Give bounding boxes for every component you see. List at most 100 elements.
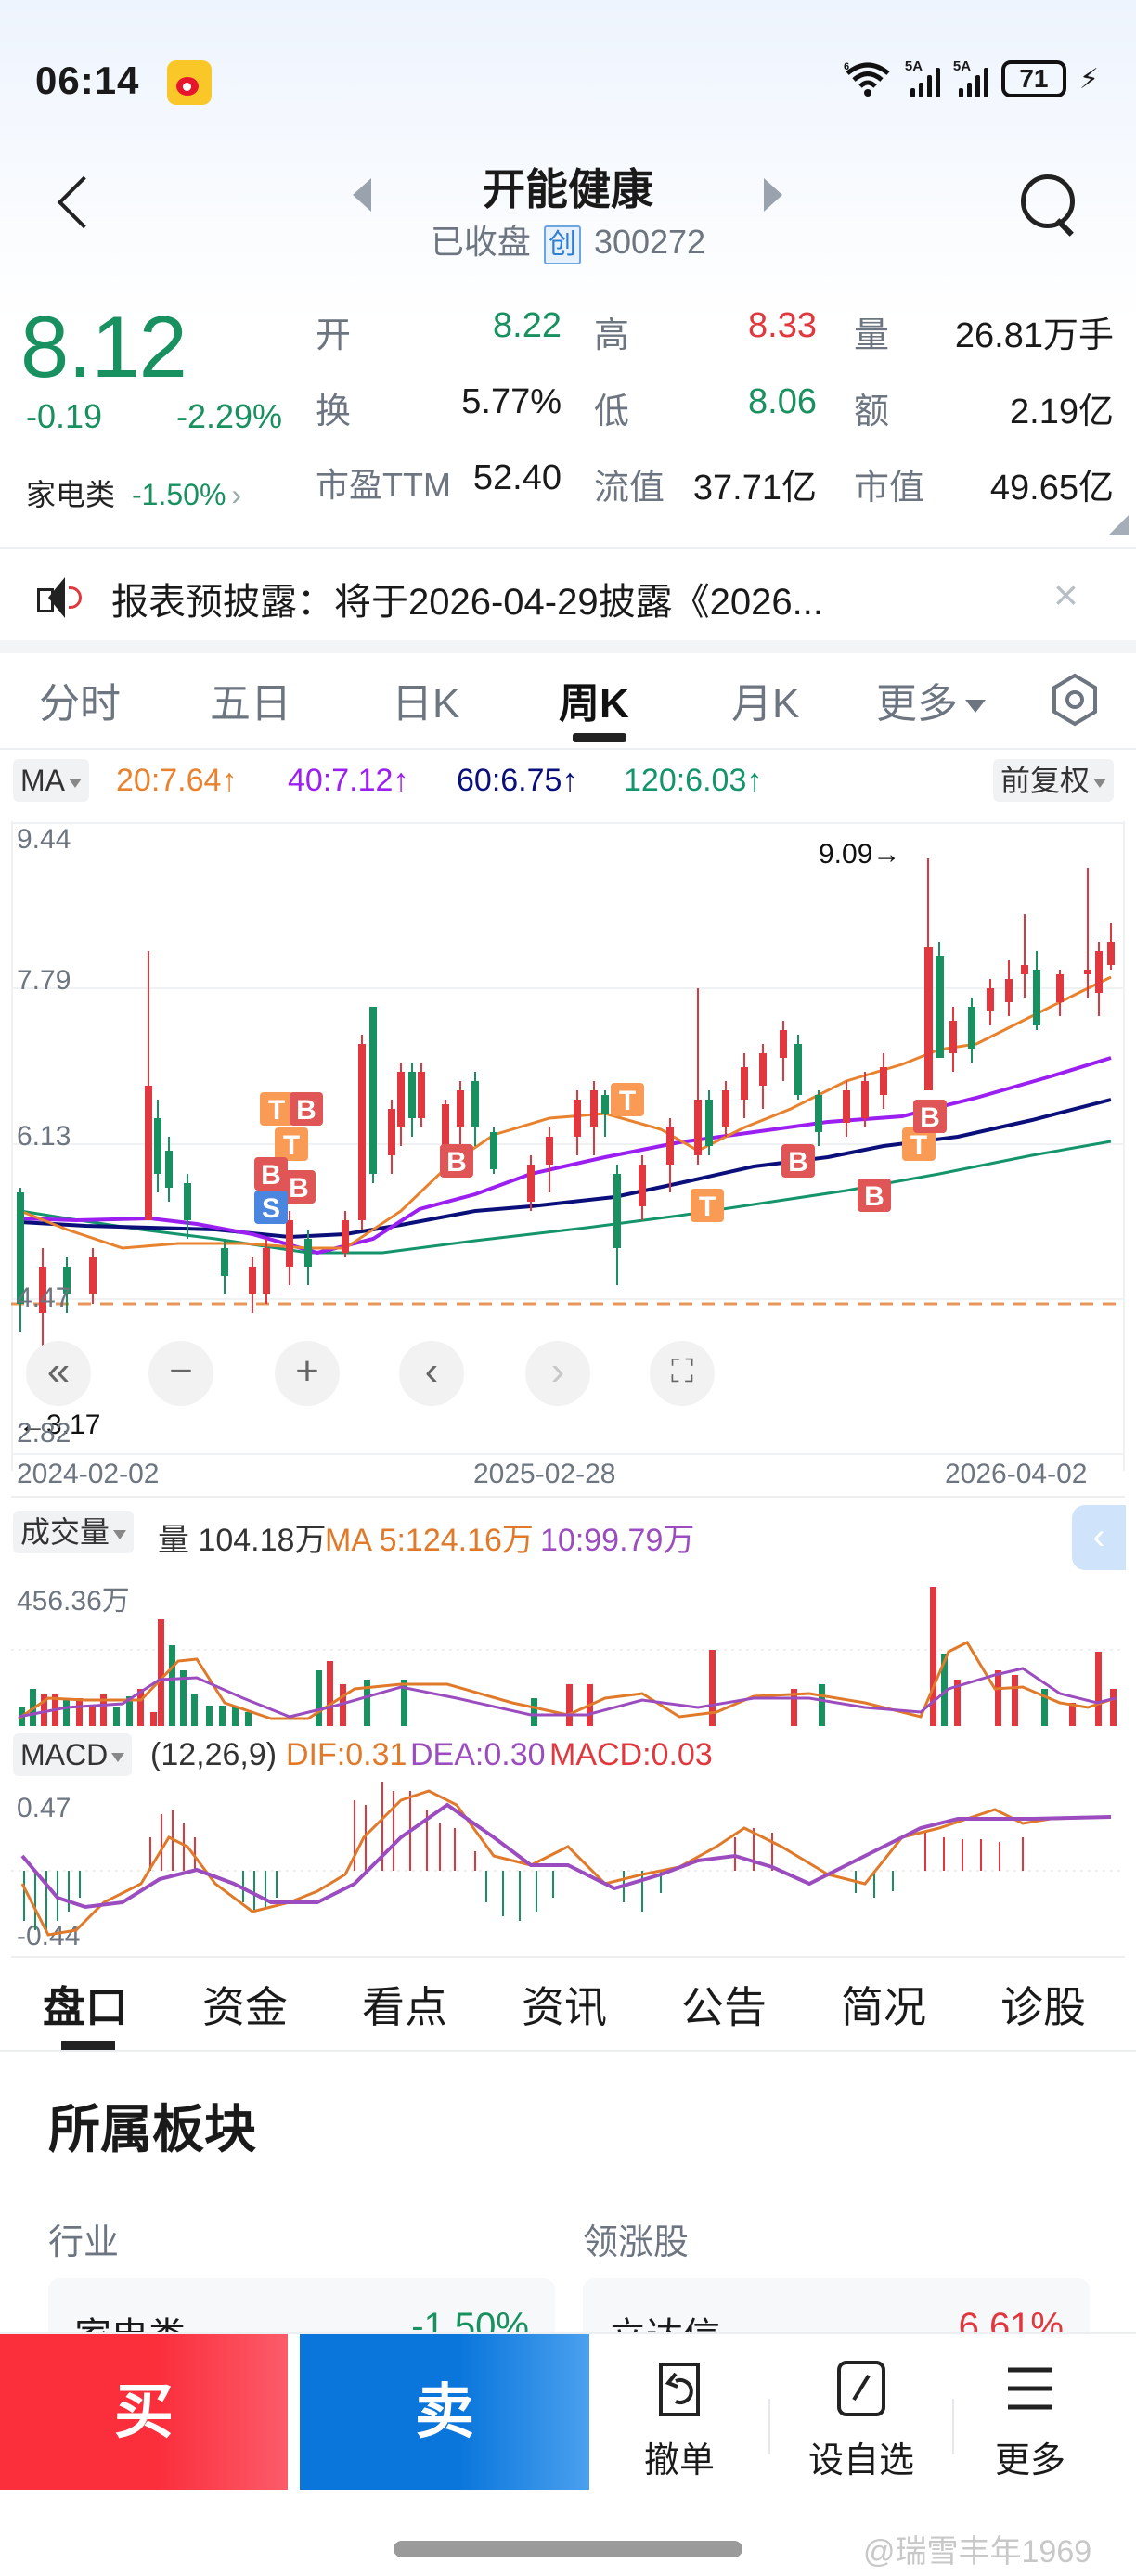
macd-value: MACD:0.03 [549, 1737, 713, 1772]
tab-weekly-k[interactable]: 周K [559, 681, 629, 727]
tab-diagnosis[interactable]: 诊股 [1000, 1983, 1086, 2031]
open-label: 开 [316, 316, 352, 355]
ma-legend: MA 20:7.64↑ 40:7.12↑ 60:6.75↑ 120:6.03↑ … [9, 759, 1127, 804]
divider [0, 748, 1136, 750]
settings-hex-icon[interactable] [1047, 672, 1103, 728]
prev-stock-arrow-icon[interactable] [353, 178, 371, 212]
collapse-panel-button[interactable]: ‹ [1072, 1505, 1126, 1570]
more-button[interactable]: 更多 [965, 2348, 1095, 2487]
divider [11, 1496, 1125, 1498]
trade-bar: 买 卖 撤单 设自选 更多 [0, 2332, 1136, 2490]
leader-label: 领涨股 [583, 2223, 690, 2262]
kline-canvas: T B T B B S B T T B B T B 9.09→ ←3.17 [11, 822, 1125, 1455]
ma120-value: 120:6.03↑ [624, 763, 763, 798]
fullscreen-button[interactable]: ⛶ [650, 1341, 715, 1406]
svg-text:B: B [289, 1173, 309, 1204]
price-change: -0.19 [26, 397, 103, 435]
scroll-right-button[interactable]: › [525, 1341, 590, 1406]
ma60-value: 60:6.75↑ [457, 763, 578, 798]
macd-dea: DEA:0.30 [410, 1737, 546, 1772]
active-tab-indicator [61, 2041, 115, 2052]
volume-label: 量 [854, 316, 890, 355]
status-bar: 06:14 6 5A 5A 71 ⚡ [0, 51, 1136, 116]
indicator-select-ma[interactable]: MA [13, 759, 89, 802]
divider [0, 2050, 1136, 2052]
market-cap-value: 49.65亿 [989, 469, 1114, 508]
chevron-right-icon: › [231, 478, 242, 511]
tab-profile[interactable]: 简况 [841, 1983, 926, 2031]
scroll-left-button[interactable]: ‹ [399, 1341, 464, 1406]
tab-five-day[interactable]: 五日 [210, 681, 291, 727]
svg-text:T: T [910, 1130, 927, 1161]
low-label: 低 [594, 393, 630, 431]
open-value: 8.22 [493, 306, 562, 345]
add-watchlist-button[interactable]: 设自选 [796, 2348, 926, 2487]
low-value: 8.06 [748, 382, 817, 421]
tab-more-label: 更多 [876, 681, 958, 727]
market-status: 已收盘 [430, 223, 531, 261]
tab-more[interactable]: 更多 [876, 670, 986, 729]
sector-link[interactable]: 家电类 -1.50% › [26, 471, 241, 514]
search-icon[interactable] [1021, 174, 1078, 232]
float-cap-label: 流值 [594, 469, 665, 508]
buy-button[interactable]: 买 [0, 2334, 288, 2490]
adjust-select[interactable]: 前复权 [993, 759, 1115, 802]
stock-subtitle: 已收盘 创 300272 [0, 215, 1136, 264]
home-indicator[interactable] [394, 2541, 742, 2557]
zoom-out-button[interactable]: − [148, 1341, 213, 1406]
speaker-icon [37, 577, 84, 618]
pe-value: 52.40 [472, 458, 562, 497]
svg-text:B: B [446, 1147, 467, 1178]
weibo-app-icon [167, 60, 212, 105]
notice-bar[interactable]: 报表预披露：将于2026-04-29披露《2026... × [0, 549, 1136, 642]
amount-value: 2.19亿 [1010, 393, 1114, 431]
active-tab-indicator [573, 733, 626, 742]
tab-intraday[interactable]: 分时 [39, 681, 121, 727]
x-tick: 2025-02-28 [473, 1459, 616, 1489]
svg-text:T: T [268, 1095, 285, 1126]
tab-order-book[interactable]: 盘口 [43, 1983, 128, 2031]
undo-icon [659, 2363, 700, 2416]
add-watchlist-label: 设自选 [807, 2441, 914, 2480]
tab-capital[interactable]: 资金 [202, 1983, 288, 2031]
wifi-icon: 6 [844, 60, 892, 97]
volume-ma5: MA 5:124.16万 [325, 1523, 534, 1558]
clock: 06:14 [35, 58, 140, 102]
indicator-select-macd[interactable]: MACD [13, 1733, 133, 1776]
jump-start-button[interactable]: « [26, 1341, 91, 1406]
svg-text:B: B [788, 1147, 808, 1178]
macd-y-bottom: -0.44 [17, 1921, 81, 1951]
kline-chart[interactable] [11, 821, 1125, 1471]
cancel-order-label: 撤单 [643, 2441, 715, 2480]
tab-news[interactable]: 资讯 [522, 1983, 607, 2031]
turnover-value: 5.77% [461, 382, 562, 421]
ma40-value: 40:7.12↑ [288, 763, 409, 798]
sector-name: 家电类 [26, 478, 116, 511]
close-icon[interactable]: × [1053, 571, 1078, 619]
pe-label: 市盈TTM [316, 466, 451, 504]
tab-daily-k[interactable]: 日K [392, 681, 460, 727]
volume-ma10: 10:99.79万 [540, 1523, 695, 1558]
stock-header: 开能健康 已收盘 创 300272 [0, 139, 1136, 269]
quote-panel: 8.12 -0.19 -2.29% 家电类 -1.50% › 开 8.22 高 8.… [0, 278, 1136, 543]
tab-monthly-k[interactable]: 月K [731, 681, 800, 727]
cancel-order-button[interactable]: 撤单 [614, 2348, 744, 2487]
expand-corner-icon[interactable] [1108, 515, 1129, 535]
high-label: 高 [594, 316, 630, 355]
zoom-in-button[interactable]: + [275, 1341, 340, 1406]
sell-button[interactable]: 卖 [300, 2334, 589, 2490]
indicator-select-volume[interactable]: 成交量 [13, 1511, 135, 1553]
sector-pct: -1.50% [132, 478, 226, 511]
tab-highlights[interactable]: 看点 [362, 1983, 447, 2031]
stock-name: 开能健康 [483, 165, 653, 213]
svg-text:B: B [920, 1102, 940, 1133]
macd-y-top: 0.47 [17, 1793, 71, 1823]
volume-value: 量 104.18万 [158, 1523, 327, 1558]
svg-text:S: S [262, 1193, 280, 1224]
section-gap [0, 640, 1136, 653]
watermark: @瑞雪丰年1969 [863, 2534, 1092, 2570]
tab-announcements[interactable]: 公告 [681, 1983, 767, 2031]
volume-legend: 成交量 量 104.18万 MA 5:124.16万 10:99.79万 [9, 1511, 1127, 1558]
board-tag: 创 [543, 225, 581, 264]
next-stock-arrow-icon[interactable] [764, 178, 782, 212]
